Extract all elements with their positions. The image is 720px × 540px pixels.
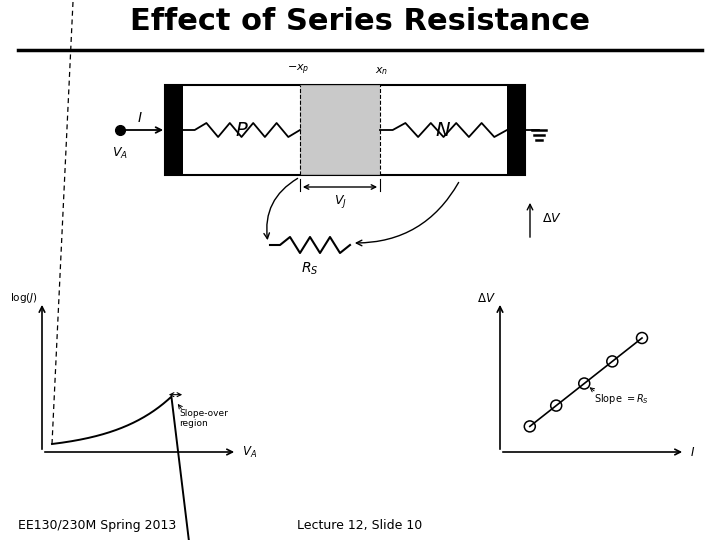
Text: Slope-over
region: Slope-over region [179,409,228,428]
Text: $\Delta V$: $\Delta V$ [542,212,562,225]
FancyArrowPatch shape [264,178,297,239]
Bar [165,85,525,175]
Text: $x_n$: $x_n$ [375,65,389,77]
Text: EE130/230M Spring 2013: EE130/230M Spring 2013 [18,519,176,532]
Text: $V_A$: $V_A$ [242,444,257,460]
Text: $I$: $I$ [690,446,695,458]
Text: Effect of Series Resistance: Effect of Series Resistance [130,8,590,37]
Text: Slope $= R_S$: Slope $= R_S$ [594,392,649,406]
Text: $V_A$: $V_A$ [112,146,128,161]
Bar [507,85,525,175]
Text: $R_S$: $R_S$ [301,261,319,278]
Bar [165,85,183,175]
Text: $-x_p$: $-x_p$ [287,63,309,77]
Bar [300,85,380,175]
FancyArrowPatch shape [356,183,459,246]
Text: $V_J$: $V_J$ [333,193,346,210]
Text: $I$: $I$ [137,111,143,125]
Text: $N$: $N$ [436,120,451,139]
Text: $\log(J)$: $\log(J)$ [10,291,38,305]
Text: Lecture 12, Slide 10: Lecture 12, Slide 10 [297,519,423,532]
Text: $P$: $P$ [235,120,248,139]
Text: $\Delta V$: $\Delta V$ [477,292,496,305]
